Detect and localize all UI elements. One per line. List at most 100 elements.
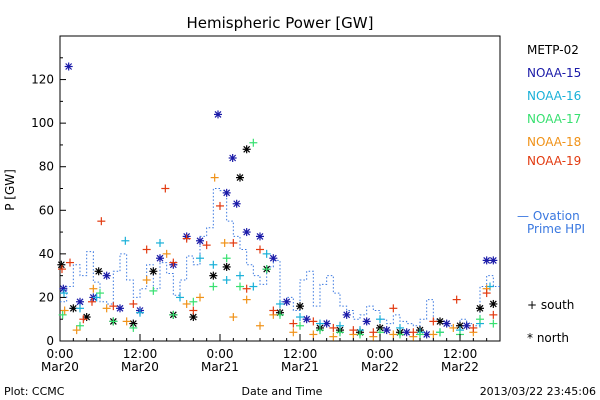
x-tick-label-time: 12:00	[123, 347, 158, 361]
point-noaa-17	[96, 289, 104, 298]
point-noaa-19	[429, 317, 438, 326]
point-noaa-19	[242, 284, 251, 293]
point-noaa-18	[196, 293, 204, 302]
point-metp-02	[129, 319, 138, 328]
point-noaa-17	[222, 254, 231, 263]
y-tick-label: 60	[39, 203, 54, 217]
point-noaa-15	[156, 254, 164, 263]
point-noaa-18	[229, 313, 238, 322]
point-noaa-17	[489, 319, 498, 328]
x-tick-label-date: Mar22	[441, 360, 479, 374]
footer-timestamp: 2013/03/22 23:45:06	[480, 385, 596, 398]
point-noaa-17	[336, 328, 344, 337]
point-metp-02	[209, 271, 218, 280]
y-tick-label: 20	[39, 290, 54, 304]
point-noaa-16	[121, 236, 130, 245]
point-noaa-15	[242, 228, 251, 237]
point-noaa-15	[116, 304, 124, 313]
point-noaa-19	[309, 317, 318, 326]
point-noaa-15	[489, 256, 498, 265]
x-tick-label-time: 0:00	[367, 347, 394, 361]
point-noaa-17	[149, 286, 158, 295]
legend-item-noaa-16: NOAA-16	[527, 89, 581, 103]
legend-south: + south	[527, 298, 574, 312]
point-noaa-15	[196, 236, 204, 245]
point-metp-02	[57, 260, 66, 269]
point-noaa-17	[109, 317, 118, 326]
point-noaa-16	[176, 293, 184, 302]
point-noaa-19	[58, 265, 66, 274]
point-noaa-17	[76, 321, 84, 330]
point-noaa-17	[296, 321, 304, 330]
point-noaa-17	[416, 330, 424, 339]
point-noaa-16	[276, 299, 284, 308]
point-noaa-19	[66, 258, 74, 267]
legend-item-noaa-19: NOAA-19	[527, 154, 581, 168]
point-noaa-15	[442, 319, 451, 328]
point-noaa-15	[382, 326, 391, 335]
point-noaa-19	[88, 297, 96, 306]
point-noaa-18	[72, 326, 81, 335]
point-noaa-19	[409, 328, 418, 337]
y-tick-label: 0	[46, 334, 54, 348]
y-tick-label: 100	[31, 116, 54, 130]
point-noaa-19	[349, 326, 358, 335]
point-noaa-15	[282, 297, 291, 306]
x-tick-label-date: Mar21	[201, 360, 239, 374]
point-noaa-19	[269, 306, 278, 315]
point-noaa-19	[489, 310, 498, 319]
point-noaa-15	[482, 256, 491, 265]
point-noaa-19	[329, 323, 338, 332]
point-noaa-18	[220, 238, 229, 247]
point-noaa-15	[228, 154, 237, 162]
point-noaa-15	[342, 310, 351, 319]
point-noaa-18	[89, 284, 98, 293]
point-noaa-16	[376, 315, 384, 324]
point-noaa-18	[102, 304, 111, 313]
legend-item-metp-02: METP-02	[527, 43, 579, 57]
legend-item-noaa-15: NOAA-15	[527, 66, 581, 80]
point-metp-02	[489, 299, 498, 308]
axes-layer: 0204060801001200:00Mar2012:00Mar200:00Ma…	[31, 57, 488, 374]
point-noaa-16	[222, 276, 231, 284]
point-noaa-16	[156, 238, 164, 247]
legend-model-label-1: — Ovation	[517, 209, 580, 223]
legend-north: * north	[527, 331, 569, 345]
hpi-model-line	[60, 188, 500, 329]
point-noaa-18	[182, 299, 191, 308]
point-noaa-17	[189, 297, 198, 306]
point-noaa-19	[369, 328, 378, 337]
point-noaa-18	[389, 330, 398, 339]
y-tick-label: 120	[31, 73, 54, 87]
legend-item-noaa-17: NOAA-17	[527, 112, 581, 126]
point-noaa-16	[209, 260, 218, 269]
point-noaa-18	[449, 323, 458, 332]
point-noaa-19	[469, 323, 478, 332]
point-noaa-15	[302, 315, 311, 324]
point-noaa-16	[236, 271, 244, 280]
x-axis-label: Date and Time	[242, 385, 323, 398]
x-tick-label-time: 12:00	[443, 347, 478, 361]
x-tick-label-date: Mar20	[121, 360, 159, 374]
point-noaa-19	[389, 304, 398, 313]
point-noaa-17	[236, 282, 244, 291]
point-noaa-19	[161, 184, 170, 193]
point-metp-02	[476, 304, 484, 313]
y-axis-label: P [GW]	[3, 169, 17, 211]
hpi-model-layer	[60, 188, 500, 329]
point-noaa-19	[256, 245, 264, 254]
point-noaa-19	[182, 234, 191, 243]
point-noaa-19	[97, 217, 106, 226]
point-noaa-19	[289, 319, 298, 328]
point-noaa-15	[362, 317, 371, 326]
point-noaa-17	[169, 310, 178, 319]
point-noaa-18	[60, 306, 69, 315]
point-noaa-16	[196, 254, 204, 263]
x-tick-label-date: Mar22	[361, 360, 399, 374]
point-noaa-17	[209, 282, 218, 291]
point-noaa-16	[136, 308, 144, 317]
point-noaa-18	[142, 276, 151, 284]
point-noaa-18	[256, 321, 264, 330]
point-noaa-16	[92, 293, 101, 302]
